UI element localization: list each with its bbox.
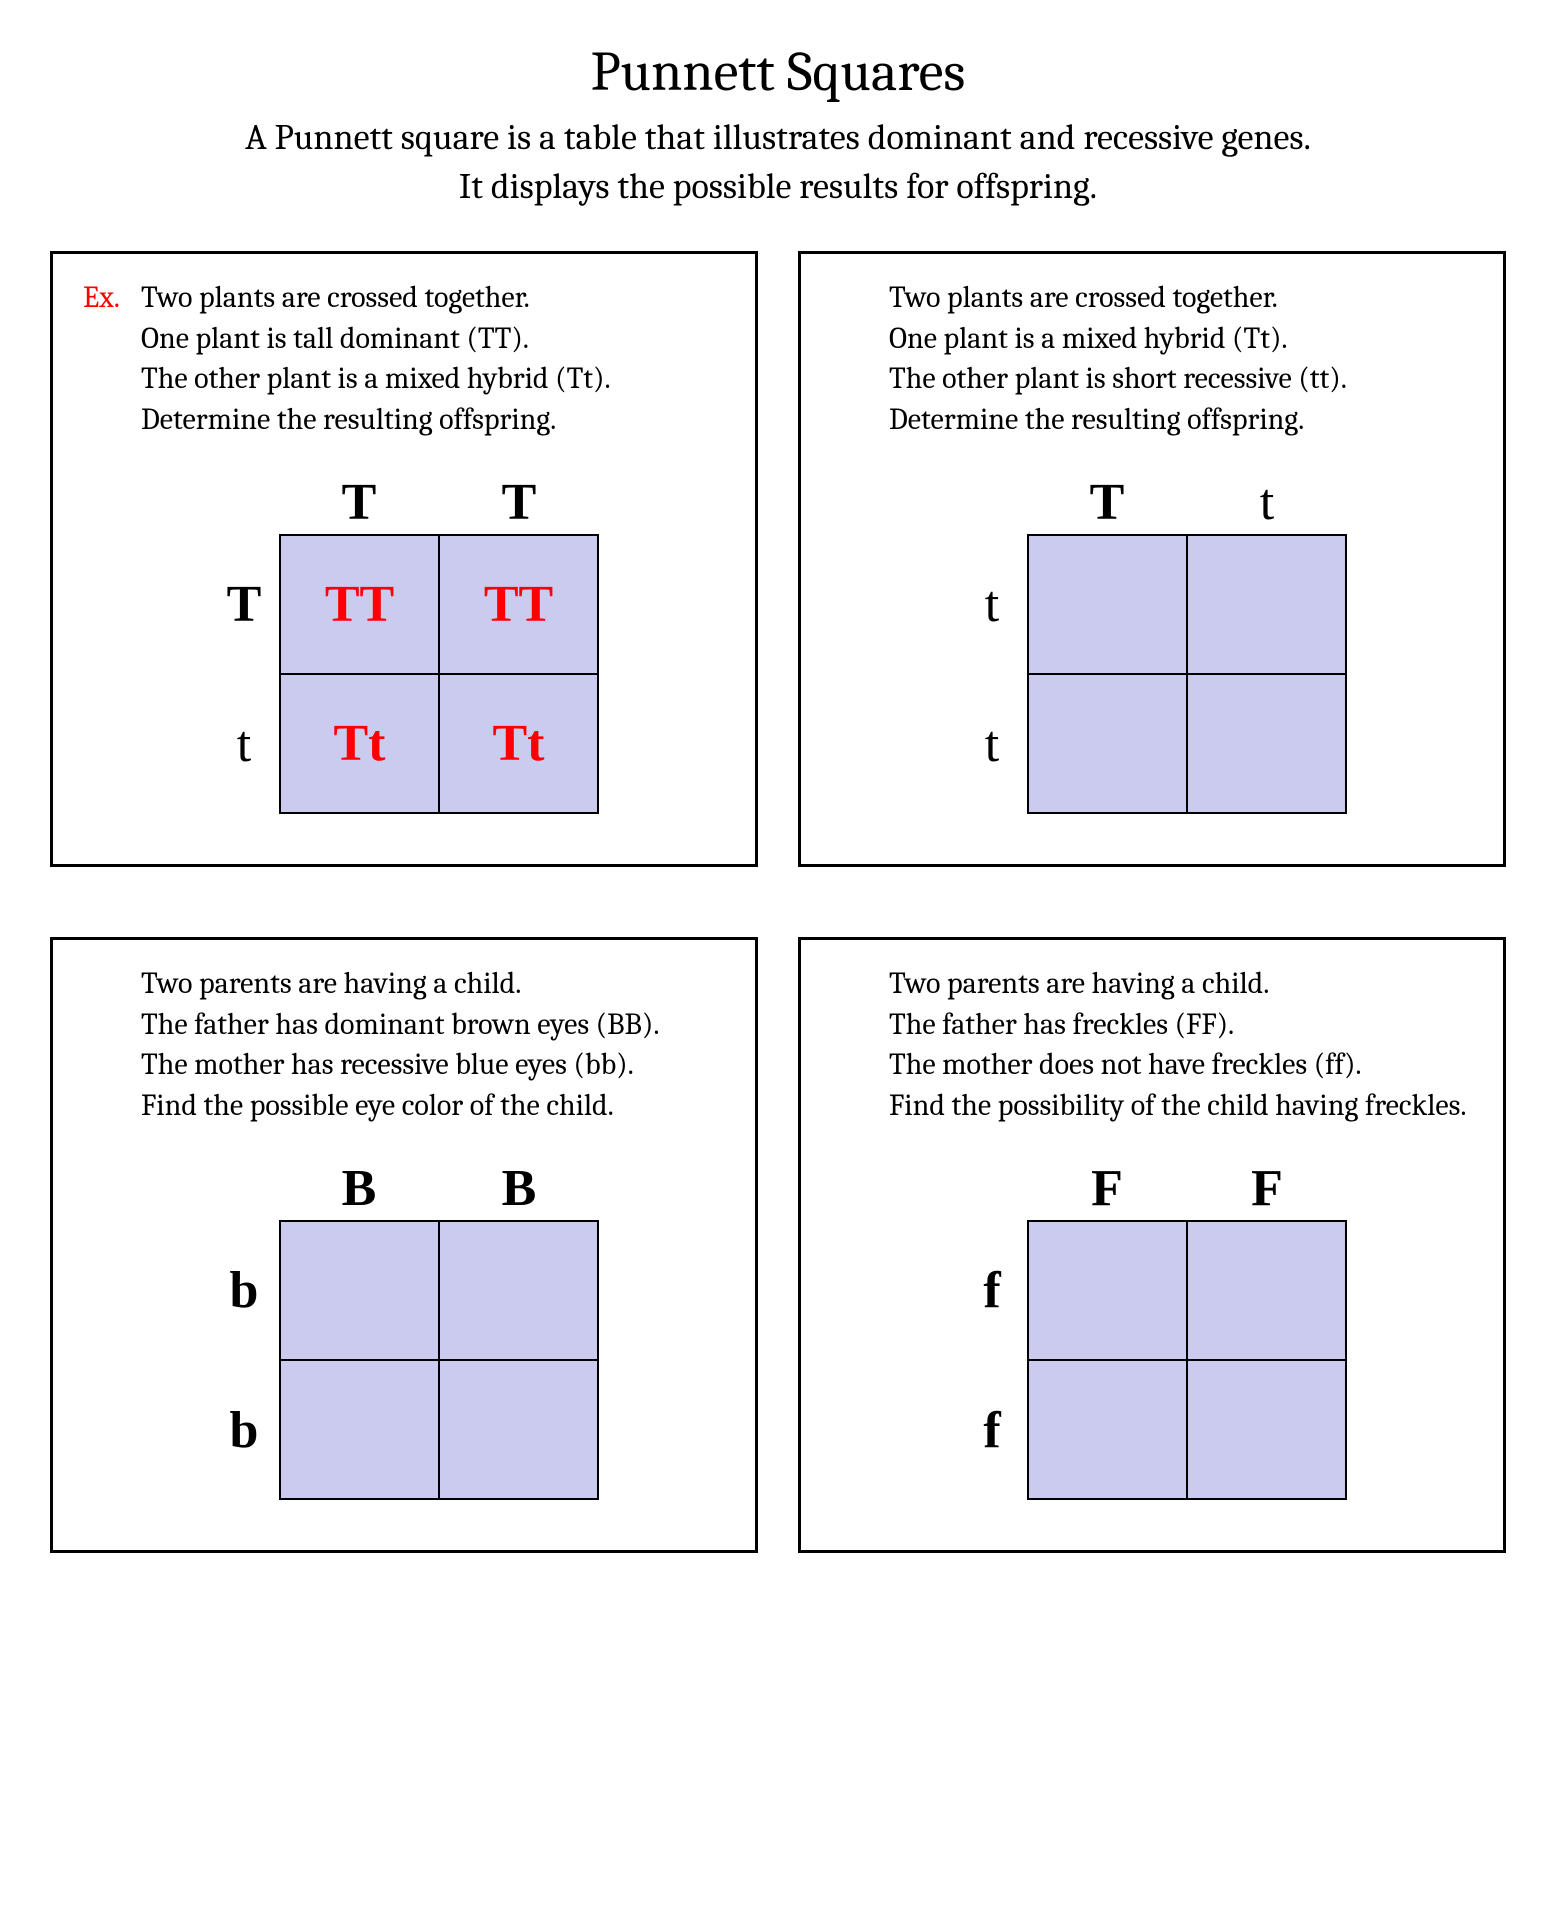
problem-card: Two parents are having a child. The fathe… (50, 937, 758, 1553)
problem-line: One plant is a mixed hybrid (Tt). (889, 321, 1288, 356)
problem-text: Two parents are having a child. The fathe… (831, 964, 1473, 1126)
punnett-cell (1187, 1220, 1347, 1360)
punnett-answer: Tt (334, 714, 386, 773)
problem-card: Two parents are having a child. The fathe… (798, 937, 1506, 1553)
problem-card: Ex. Two plants are crossed together. One p… (50, 251, 758, 867)
problem-line: The other plant is a mixed hybrid (Tt). (141, 361, 611, 396)
punnett-corner (957, 1156, 1027, 1220)
punnett-corner (209, 1156, 279, 1220)
punnett-cell (1187, 674, 1347, 814)
punnett-cell (1027, 1360, 1187, 1500)
punnett-cell (1187, 534, 1347, 674)
problem-line: Two plants are crossed together. (889, 280, 1278, 315)
left-allele: b (209, 1360, 279, 1500)
punnett-cell (279, 1360, 439, 1500)
punnett-corner (957, 470, 1027, 534)
punnett-grid: BBbb (209, 1156, 599, 1500)
problem-card: Two plants are crossed together. One plan… (798, 251, 1506, 867)
left-allele: f (957, 1220, 1027, 1360)
subtitle-line-2: It displays the possible results for off… (459, 166, 1097, 207)
punnett-cell (439, 1220, 599, 1360)
punnett-cell (439, 1360, 599, 1500)
punnett-square: FFff (831, 1156, 1473, 1500)
top-allele: B (279, 1156, 439, 1220)
problem-line: The mother does not have freckles (ff). (889, 1047, 1362, 1082)
problem-text: Ex. Two plants are crossed together. One p… (83, 278, 725, 440)
example-label: Ex. (83, 278, 120, 319)
problem-line: Determine the resulting offspring. (141, 402, 556, 437)
problem-line: One plant is tall dominant (TT). (141, 321, 529, 356)
punnett-answer: Tt (493, 714, 545, 773)
punnett-cell (279, 1220, 439, 1360)
problem-line: Two parents are having a child. (889, 966, 1269, 1001)
punnett-grid: Tttt (957, 470, 1347, 814)
top-allele: T (439, 470, 599, 534)
page-subtitle: A Punnett square is a table that illustr… (50, 114, 1506, 211)
top-allele: T (1027, 470, 1187, 534)
punnett-corner (209, 470, 279, 534)
problem-line: Find the possible eye color of the child… (141, 1088, 614, 1123)
punnett-cell: TT (279, 534, 439, 674)
problem-line: Determine the resulting offspring. (889, 402, 1304, 437)
problem-line: Two parents are having a child. (141, 966, 521, 1001)
top-allele: F (1027, 1156, 1187, 1220)
problem-line: The father has dominant brown eyes (BB). (141, 1007, 660, 1042)
punnett-square: TTTTTTTtTtTt (83, 470, 725, 814)
left-allele: b (209, 1220, 279, 1360)
punnett-cell (1027, 674, 1187, 814)
problem-line: The other plant is short recessive (tt). (889, 361, 1347, 396)
punnett-cell: TT (439, 534, 599, 674)
problem-text: Two parents are having a child. The fathe… (83, 964, 725, 1126)
problem-text: Two plants are crossed together. One plan… (831, 278, 1473, 440)
top-allele: F (1187, 1156, 1347, 1220)
left-allele: T (209, 534, 279, 674)
left-allele: t (957, 674, 1027, 814)
punnett-cell (1027, 534, 1187, 674)
left-allele: f (957, 1360, 1027, 1500)
punnett-cell (1027, 1220, 1187, 1360)
problem-line: The mother has recessive blue eyes (bb). (141, 1047, 634, 1082)
punnett-grid: FFff (957, 1156, 1347, 1500)
problem-line: Find the possibility of the child having… (889, 1088, 1467, 1123)
punnett-cell: Tt (279, 674, 439, 814)
top-allele: t (1187, 470, 1347, 534)
punnett-square: Tttt (831, 470, 1473, 814)
problem-line: The father has freckles (FF). (889, 1007, 1234, 1042)
problems-grid: Ex. Two plants are crossed together. One p… (50, 251, 1506, 1553)
punnett-answer: TT (484, 575, 553, 634)
left-allele: t (957, 534, 1027, 674)
punnett-cell: Tt (439, 674, 599, 814)
left-allele: t (209, 674, 279, 814)
top-allele: T (279, 470, 439, 534)
punnett-grid: TTTTTTTtTtTt (209, 470, 599, 814)
punnett-square: BBbb (83, 1156, 725, 1500)
subtitle-line-1: A Punnett square is a table that illustr… (245, 117, 1311, 158)
punnett-answer: TT (325, 575, 394, 634)
problem-line: Two plants are crossed together. (141, 280, 530, 315)
top-allele: B (439, 1156, 599, 1220)
page-title: Punnett Squares (50, 40, 1506, 104)
punnett-cell (1187, 1360, 1347, 1500)
